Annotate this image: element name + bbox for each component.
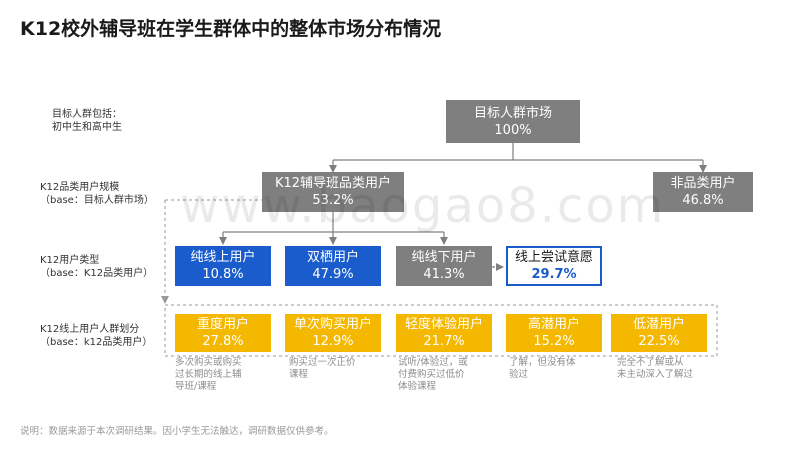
segment-low-potential-value: 22.5%	[638, 334, 680, 349]
row-label-target-line1: 目标人群包括：	[52, 109, 122, 120]
segment-light-trial-value: 21.7%	[423, 334, 465, 349]
note-line: 了解，但没有体	[509, 357, 576, 368]
node-non-category: 非品类用户 46.8%	[653, 172, 753, 212]
note-line: 付费购买过低价	[398, 369, 465, 380]
segment-high-potential-value: 15.2%	[533, 334, 575, 349]
connector-dashed-arrowhead	[161, 296, 169, 304]
node-target-market-value: 100%	[494, 122, 532, 138]
node-online-try: 线上尝试意愿 29.7%	[506, 246, 602, 286]
segment-high-potential-note: 了解，但没有体 验过	[509, 357, 576, 381]
node-k12-category: K12辅导班品类用户 53.2%	[262, 172, 404, 212]
watermark: www.baogao8.com	[180, 178, 666, 234]
row-label-online-line1: K12线上用户人群划分	[40, 324, 140, 335]
node-online-try-value: 29.7%	[531, 267, 577, 282]
node-pure-online: 纯线上用户 10.8%	[175, 246, 271, 286]
row-label-usertype: K12用户类型 （base：K12品类用户）	[40, 254, 153, 280]
node-target-market-label: 目标人群市场	[473, 105, 552, 121]
node-dual-label: 双栖用户	[306, 250, 359, 265]
segment-light-trial-label: 轻度体验用户	[404, 317, 483, 332]
segment-low-potential: 低潜用户 22.5%	[611, 314, 707, 352]
node-k12-category-value: 53.2%	[312, 193, 354, 208]
segment-high-potential: 高潜用户 15.2%	[506, 314, 602, 352]
row-label-online-line2: （base：k12品类用户）	[40, 337, 153, 348]
node-dual-value: 47.9%	[312, 267, 354, 282]
note-line: 完全不了解或从	[617, 357, 684, 368]
segment-heavy-value: 27.8%	[202, 334, 244, 349]
node-target-market: 目标人群市场 100%	[446, 100, 580, 143]
segment-heavy-note: 多次购买或购买 过长期的线上辅 导班/课程	[175, 357, 242, 393]
node-pure-offline-label: 纯线下用户	[411, 250, 477, 265]
note-line: 课程	[289, 369, 309, 380]
node-non-category-label: 非品类用户	[670, 176, 736, 191]
note-line: 验过	[509, 369, 529, 380]
note-line: 导班/课程	[175, 381, 217, 392]
footer-note: 说明：数据来源于本次调研结果。因小学生无法触达，调研数据仅供参考。	[20, 426, 334, 437]
segment-single-purchase-label: 单次购买用户	[293, 317, 372, 332]
row-label-online: K12线上用户人群划分 （base：k12品类用户）	[40, 323, 152, 349]
note-line: 过长期的线上辅	[175, 369, 242, 380]
segment-high-potential-label: 高潜用户	[527, 317, 580, 332]
note-line: 购买过一次正价	[289, 357, 356, 368]
segment-light-trial: 轻度体验用户 21.7%	[396, 314, 492, 352]
note-line: 试听/体验过，或	[398, 357, 468, 368]
row-label-usertype-line1: K12用户类型	[40, 255, 100, 266]
row-label-target-line2: 初中生和高中生	[52, 122, 122, 133]
node-pure-offline-value: 41.3%	[423, 267, 465, 282]
node-pure-online-label: 纯线上用户	[190, 250, 256, 265]
row-label-category-line1: K12品类用户规模	[40, 182, 120, 193]
page-title: K12校外辅导班在学生群体中的整体市场分布情况	[20, 18, 442, 40]
node-pure-offline: 纯线下用户 41.3%	[396, 246, 492, 286]
note-line: 未主动深入了解过	[617, 369, 694, 380]
segment-light-trial-note: 试听/体验过，或 付费购买过低价 体验课程	[398, 357, 468, 393]
row-label-target: 目标人群包括： 初中生和高中生	[52, 108, 122, 134]
segment-single-purchase-note: 购买过一次正价 课程	[289, 357, 356, 381]
node-online-try-label: 线上尝试意愿	[514, 250, 593, 265]
row-label-category-line2: （base：目标人群市场）	[40, 195, 154, 206]
node-dual: 双栖用户 47.9%	[285, 246, 381, 286]
segment-single-purchase: 单次购买用户 12.9%	[285, 314, 381, 352]
row-label-category: K12品类用户规模 （base：目标人群市场）	[40, 181, 154, 207]
segment-single-purchase-value: 12.9%	[312, 334, 354, 349]
node-k12-category-label: K12辅导班品类用户	[274, 176, 392, 191]
segment-heavy: 重度用户 27.8%	[175, 314, 271, 352]
row-label-usertype-line2: （base：K12品类用户）	[40, 268, 154, 279]
segment-low-potential-note: 完全不了解或从 未主动深入了解过	[617, 357, 693, 381]
segment-heavy-label: 重度用户	[196, 317, 249, 332]
note-line: 体验课程	[398, 381, 437, 392]
segments-dashed-frame	[164, 304, 718, 357]
note-line: 多次购买或购买	[175, 357, 242, 368]
node-pure-online-value: 10.8%	[202, 267, 244, 282]
segment-low-potential-label: 低潜用户	[632, 317, 685, 332]
node-non-category-value: 46.8%	[682, 193, 724, 208]
